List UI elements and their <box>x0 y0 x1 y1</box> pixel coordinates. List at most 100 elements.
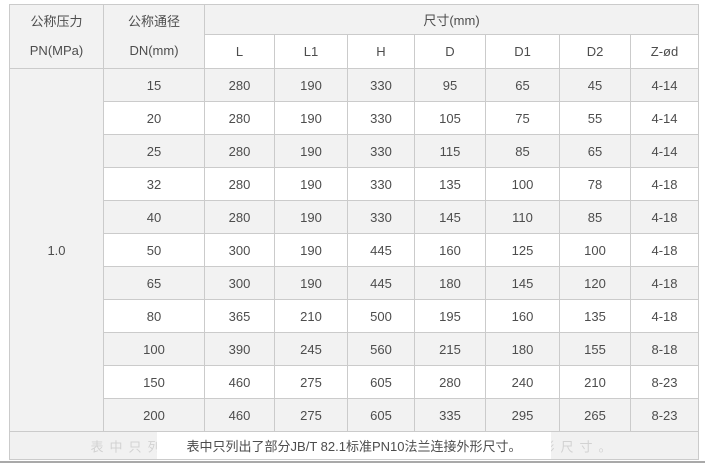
col-header-D2: D2 <box>559 34 631 69</box>
dimension-cell: 300 <box>204 233 275 267</box>
dimension-cell: 110 <box>485 200 560 234</box>
dn-cell: 15 <box>103 68 205 102</box>
dimension-cell: 85 <box>485 134 560 168</box>
dimension-cell: 145 <box>414 200 486 234</box>
table-row: 25 280 190 330 115 85 65 4-14 <box>10 134 700 168</box>
footnote-cell: 表中只列出了部分JB/T 82.1标准PN10法兰连接外形尺寸。 表中只列出了部… <box>8 431 700 460</box>
table-row: 40 280 190 330 145 110 85 4-18 <box>10 200 700 234</box>
size-group-header: 尺寸(mm) <box>203 4 700 35</box>
table-row: 1.0 15 280 190 330 95 65 45 4-14 <box>9 68 700 432</box>
dimension-cell: 155 <box>559 332 631 366</box>
dimension-cell: 95 <box>414 68 486 102</box>
dn-cell: 20 <box>103 101 205 135</box>
dimension-cell: 65 <box>559 134 631 168</box>
dimension-cell: 330 <box>347 134 415 168</box>
table-row: 20 280 190 330 105 75 55 4-14 <box>10 101 700 135</box>
dimension-cell: 460 <box>204 398 275 432</box>
pn-header-cn: 公称压力 <box>30 14 83 29</box>
dimension-cell: 100 <box>485 167 560 201</box>
dn-cell: 200 <box>103 398 205 432</box>
dimension-cell: 445 <box>347 233 415 267</box>
col-header-L: L <box>204 34 275 69</box>
dimension-cell: 85 <box>559 200 631 234</box>
dimension-cell: 605 <box>347 365 415 399</box>
dimension-cell: 190 <box>274 134 348 168</box>
dimension-cell: 8-18 <box>629 332 700 366</box>
dimension-cell: 78 <box>559 167 631 201</box>
col-header-D: D <box>414 34 486 69</box>
dimension-cell: 300 <box>204 266 275 300</box>
dimension-cell: 240 <box>485 365 560 399</box>
dimension-cell: 560 <box>347 332 415 366</box>
dimension-cell: 4-14 <box>629 101 700 135</box>
dimension-cell: 135 <box>559 299 631 333</box>
dimension-cell: 460 <box>204 365 275 399</box>
dimension-cell: 210 <box>274 299 348 333</box>
table-row: 32 280 190 330 135 100 78 4-18 <box>10 167 700 201</box>
table-row: 200 460 275 605 335 295 265 8-23 <box>10 398 700 432</box>
dimension-cell: 120 <box>559 266 631 300</box>
dimension-cell: 500 <box>347 299 415 333</box>
dimension-cell: 100 <box>559 233 631 267</box>
dimension-cell: 105 <box>414 101 486 135</box>
table-footer: 表中只列出了部分JB/T 82.1标准PN10法兰连接外形尺寸。 表中只列出了部… <box>8 431 700 460</box>
spec-table: 公称压力 PN(MPa) 公称通径 DN(mm) 尺寸(mm) L L1 H D… <box>8 4 700 460</box>
dimension-cell: 4-18 <box>629 233 700 267</box>
dimension-cell: 245 <box>274 332 348 366</box>
dimension-cell: 280 <box>204 134 275 168</box>
dimension-cell: 280 <box>204 200 275 234</box>
dn-cell: 32 <box>103 167 205 201</box>
table-header: 公称压力 PN(MPa) 公称通径 DN(mm) 尺寸(mm) L L1 H D… <box>9 4 700 69</box>
dimension-cell: 275 <box>274 398 348 432</box>
col-header-Zod: Z-ød <box>629 34 700 69</box>
dimension-cell: 330 <box>347 167 415 201</box>
dimension-cell: 180 <box>485 332 560 366</box>
dimension-cell: 4-18 <box>629 266 700 300</box>
dimension-cell: 75 <box>485 101 560 135</box>
dn-cell: 50 <box>103 233 205 267</box>
header-row-group: 公称压力 PN(MPa) 公称通径 DN(mm) 尺寸(mm) <box>9 4 700 69</box>
dimension-cell: 280 <box>204 101 275 135</box>
dimension-cell: 330 <box>347 101 415 135</box>
dimension-cell: 8-23 <box>629 398 700 432</box>
dimension-cell: 65 <box>485 68 560 102</box>
dn-cell: 40 <box>103 200 205 234</box>
dimension-cell: 275 <box>274 365 348 399</box>
dn-cell: 25 <box>103 134 205 168</box>
dimension-cell: 190 <box>274 167 348 201</box>
dimension-cell: 125 <box>485 233 560 267</box>
dn-column-header: 公称通径 DN(mm) <box>103 4 205 69</box>
col-header-H: H <box>347 34 415 69</box>
dimension-cell: 4-18 <box>629 299 700 333</box>
dimension-cell: 280 <box>204 68 275 102</box>
col-header-D1: D1 <box>485 34 560 69</box>
dn-cell: 65 <box>103 266 205 300</box>
dimension-cell: 605 <box>347 398 415 432</box>
pn-column-header: 公称压力 PN(MPa) <box>9 4 104 69</box>
pn-value-cell: 1.0 <box>9 68 104 432</box>
dn-cell: 100 <box>103 332 205 366</box>
header-row-columns: L L1 H D D1 D2 Z-ød <box>10 34 700 69</box>
table-row: 100 390 245 560 215 180 155 8-18 <box>10 332 700 366</box>
table-row: 80 365 210 500 195 160 135 4-18 <box>10 299 700 333</box>
dimension-cell: 190 <box>274 68 348 102</box>
dimension-cell: 390 <box>204 332 275 366</box>
pn-header-unit: PN(MPa) <box>29 43 84 58</box>
table-row: 65 300 190 445 180 145 120 4-18 <box>10 266 700 300</box>
dimension-cell: 195 <box>414 299 486 333</box>
dimension-cell: 445 <box>347 266 415 300</box>
dimension-cell: 280 <box>414 365 486 399</box>
dimension-cell: 4-18 <box>629 200 700 234</box>
table-row: 150 460 275 605 280 240 210 8-23 <box>10 365 700 399</box>
dimension-cell: 265 <box>559 398 631 432</box>
dn-header-cn: 公称通径 <box>127 14 180 29</box>
dimension-cell: 190 <box>274 266 348 300</box>
dimension-cell: 190 <box>274 233 348 267</box>
dimension-cell: 215 <box>414 332 486 366</box>
dimension-cell: 115 <box>414 134 486 168</box>
dimension-cell: 280 <box>204 167 275 201</box>
dimension-cell: 8-23 <box>629 365 700 399</box>
table-row: 50 300 190 445 160 125 100 4-18 <box>10 233 700 267</box>
dimension-cell: 180 <box>414 266 486 300</box>
